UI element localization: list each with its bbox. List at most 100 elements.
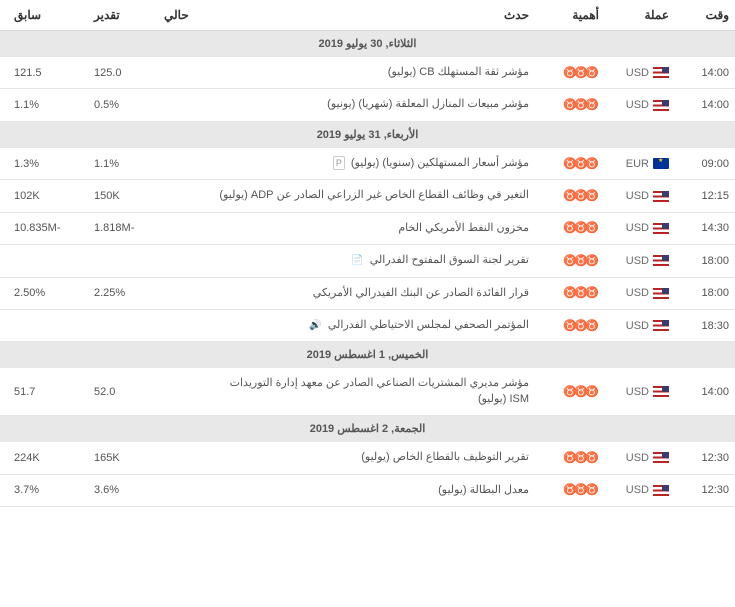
currency-code: USD: [626, 190, 649, 202]
cell-event[interactable]: مؤشر مبيعات المنازل المعلقة (شهريا) (يون…: [210, 89, 535, 121]
table-header-row: وقت عملة أهمية حدث حالي تقدير سابق: [0, 0, 735, 31]
cell-event[interactable]: معدل البطالة (يوليو): [210, 474, 535, 506]
cell-forecast: 52.0: [80, 368, 150, 416]
cell-event[interactable]: تقرير التوظيف بالقطاع الخاص (يوليو): [210, 442, 535, 474]
th-event[interactable]: حدث: [210, 0, 535, 31]
cell-forecast: 150K: [80, 180, 150, 212]
currency-code: USD: [626, 452, 649, 464]
th-actual[interactable]: حالي: [150, 0, 210, 31]
flag-us-icon: [653, 485, 669, 496]
th-importance[interactable]: أهمية: [535, 0, 605, 31]
cell-currency: USD: [605, 368, 675, 416]
date-section-header: الأربعاء, 31 يوليو 2019: [0, 121, 735, 147]
cell-currency: USD: [605, 57, 675, 89]
cell-currency: USD: [605, 309, 675, 341]
currency-code: USD: [626, 386, 649, 398]
cell-time: 14:30: [675, 212, 735, 244]
flag-us-icon: [653, 223, 669, 234]
cell-previous: 3.7%: [0, 474, 80, 506]
cell-importance: ♉♉♉: [535, 474, 605, 506]
cell-event[interactable]: التغير في وظائف القطاع الخاص غير الزراعي…: [210, 180, 535, 212]
event-row[interactable]: 18:30USD♉♉♉المؤتمر الصحفي لمجلس الاحتياط…: [0, 309, 735, 341]
th-previous[interactable]: سابق: [0, 0, 80, 31]
cell-forecast: 2.25%: [80, 277, 150, 309]
currency-code: USD: [626, 67, 649, 79]
event-row[interactable]: 14:00USD♉♉♉مؤشر ثقة المستهلك CB (يوليو)1…: [0, 57, 735, 89]
flag-us-icon: [653, 288, 669, 299]
cell-time: 12:30: [675, 474, 735, 506]
cell-event[interactable]: قرار الفائدة الصادر عن البنك الفيدرالي ا…: [210, 277, 535, 309]
cell-actual: [150, 309, 210, 341]
event-row[interactable]: 12:30 USD ♉♉♉تقرير التوظيف بالقطاع الخاص (…: [0, 442, 735, 474]
flag-us-icon: [653, 320, 669, 331]
bull-icon: ♉: [588, 68, 599, 79]
cell-currency: USD: [605, 277, 675, 309]
cell-time: 09:00: [675, 147, 735, 180]
cell-actual: [150, 57, 210, 89]
cell-previous: [0, 309, 80, 341]
cell-event[interactable]: مؤشر أسعار المستهلكين (سنويا) (يوليو) P: [210, 147, 535, 180]
cell-currency: EUR: [605, 147, 675, 180]
bull-icon: ♉: [588, 100, 599, 111]
document-icon: 📄: [351, 254, 363, 268]
cell-previous: -10.835M: [0, 212, 80, 244]
flag-eu-icon: [653, 158, 669, 169]
cell-event[interactable]: مخزون النفط الأمريكي الخام: [210, 212, 535, 244]
cell-importance: ♉♉♉: [535, 368, 605, 416]
currency-code: USD: [626, 255, 649, 267]
date-section-header: الخميس, 1 اغسطس 2019: [0, 342, 735, 368]
flag-us-icon: [653, 100, 669, 111]
cell-importance: ♉♉♉: [535, 442, 605, 474]
bull-icon: ♉: [588, 223, 599, 234]
bull-icon: ♉: [588, 485, 599, 496]
event-row[interactable]: 12:15USD♉♉♉التغير في وظائف القطاع الخاص …: [0, 180, 735, 212]
flag-us-icon: [653, 67, 669, 78]
event-row[interactable]: 18:00 USD ♉♉♉قرار الفائدة الصادر عن البنك …: [0, 277, 735, 309]
cell-event[interactable]: تقرير لجنة السوق المفتوح الفدرالي 📄: [210, 245, 535, 277]
flag-us-icon: [653, 191, 669, 202]
th-time[interactable]: وقت: [675, 0, 735, 31]
cell-forecast: 165K: [80, 442, 150, 474]
cell-importance: ♉♉♉: [535, 277, 605, 309]
cell-previous: [0, 245, 80, 277]
bull-icon: ♉: [588, 159, 599, 170]
cell-currency: USD: [605, 245, 675, 277]
currency-code: USD: [626, 287, 649, 299]
cell-time: 12:30: [675, 442, 735, 474]
cell-forecast: -1.818M: [80, 212, 150, 244]
event-row[interactable]: 18:00USD♉♉♉تقرير لجنة السوق المفتوح الفد…: [0, 245, 735, 277]
currency-code: EUR: [626, 158, 649, 170]
bull-icon: ♉: [588, 191, 599, 202]
event-row[interactable]: 14:00USD♉♉♉مؤشر مبيعات المنازل المعلقة (…: [0, 89, 735, 121]
date-label: الخميس, 1 اغسطس 2019: [0, 342, 735, 368]
event-row[interactable]: 12:30USD♉♉♉معدل البطالة (يوليو) 3.6%3.7%: [0, 474, 735, 506]
flag-us-icon: [653, 255, 669, 266]
th-currency[interactable]: عملة: [605, 0, 675, 31]
cell-time: 18:00: [675, 277, 735, 309]
event-row[interactable]: 09:00EUR♉♉♉مؤشر أسعار المستهلكين (سنويا)…: [0, 147, 735, 180]
bull-icon: ♉: [588, 288, 599, 299]
cell-importance: ♉♉♉: [535, 212, 605, 244]
cell-actual: [150, 212, 210, 244]
event-row[interactable]: 14:00USD♉♉♉مؤشر مديري المشتريات الصناعي …: [0, 368, 735, 416]
cell-forecast: 3.6%: [80, 474, 150, 506]
cell-event[interactable]: المؤتمر الصحفي لمجلس الاحتياطي الفدرالي …: [210, 309, 535, 341]
cell-forecast: 0.5%: [80, 89, 150, 121]
flag-us-icon: [653, 386, 669, 397]
cell-previous: 121.5: [0, 57, 80, 89]
th-forecast[interactable]: تقدير: [80, 0, 150, 31]
cell-actual: [150, 245, 210, 277]
cell-time: 14:00: [675, 57, 735, 89]
cell-actual: [150, 368, 210, 416]
currency-code: USD: [626, 223, 649, 235]
bull-icon: ♉: [588, 387, 599, 398]
event-row[interactable]: 14:30 USD ♉♉♉مخزون النفط الأمريكي الخام -1.…: [0, 212, 735, 244]
date-section-header: الجمعة, 2 اغسطس 2019: [0, 416, 735, 442]
cell-importance: ♉♉♉: [535, 89, 605, 121]
date-label: الثلاثاء, 30 يوليو 2019: [0, 31, 735, 57]
cell-previous: 1.1%: [0, 89, 80, 121]
cell-time: 18:30: [675, 309, 735, 341]
cell-event[interactable]: مؤشر ثقة المستهلك CB (يوليو): [210, 57, 535, 89]
cell-event[interactable]: مؤشر مديري المشتريات الصناعي الصادر عن م…: [210, 368, 535, 416]
cell-currency: USD: [605, 474, 675, 506]
